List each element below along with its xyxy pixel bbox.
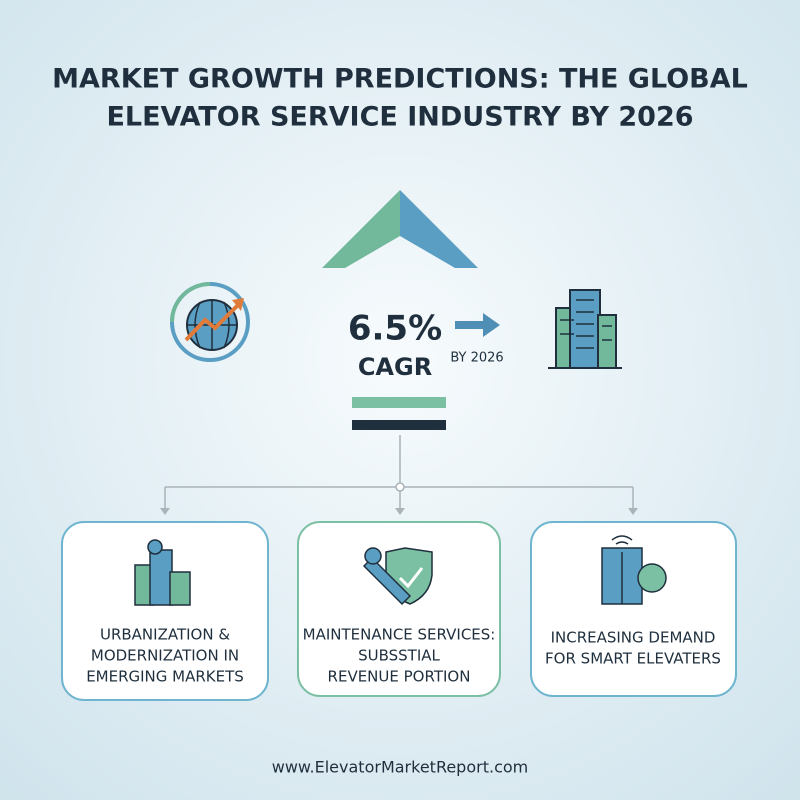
card: INCREASING DEMAND FOR SMART ELEVATERS (530, 521, 737, 697)
card: MAINTENANCE SERVICES: SUBSSTIAL REVENUE … (297, 521, 501, 697)
cagr-value: 6.5% (348, 309, 442, 349)
growth-arrow (322, 190, 478, 268)
globe-icon (170, 282, 250, 362)
card-text: MAINTENANCE SERVICES: (303, 626, 496, 644)
cagr-label: CAGR (358, 353, 432, 381)
title-line: ELEVATOR SERVICE INDUSTRY BY 2026 (106, 102, 693, 133)
connector-heads (160, 508, 638, 515)
card-text: REVENUE PORTION (328, 668, 471, 686)
card-text: MODERNIZATION IN (91, 647, 239, 665)
right-arrow (455, 313, 500, 337)
bar-accent (352, 397, 446, 408)
card-text: URBANIZATION & (100, 626, 230, 644)
title-line: MARKET GROWTH PREDICTIONS: THE GLOBAL (52, 64, 748, 95)
building-icon (548, 289, 622, 369)
card-text: EMERGING MARKETS (86, 668, 244, 686)
footer-url: www.ElevatorMarketReport.com (272, 758, 528, 777)
card-text: FOR SMART ELEVATERS (545, 650, 721, 668)
connectors (164, 435, 634, 510)
card-text: SUBSSTIAL (358, 647, 440, 665)
card: URBANIZATION & MODERNIZATION IN EMERGING… (61, 521, 269, 701)
horizon: BY 2026 (450, 351, 503, 366)
bar-accent (352, 420, 446, 430)
card-text: INCREASING DEMAND (551, 629, 716, 647)
